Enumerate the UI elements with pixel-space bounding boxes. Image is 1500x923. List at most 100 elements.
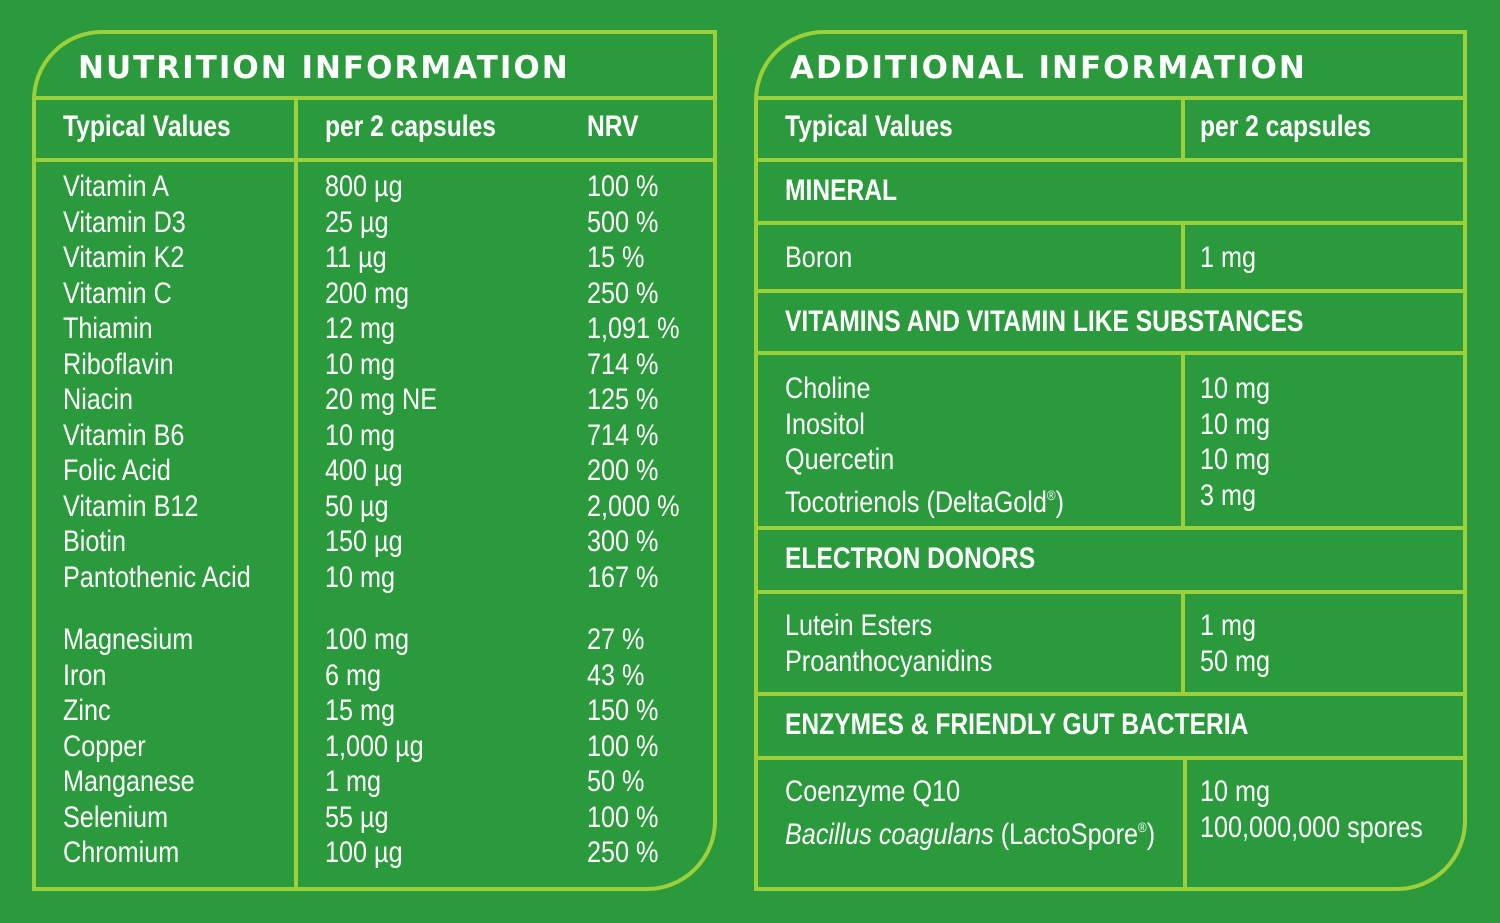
item-name: Lutein Esters	[785, 609, 933, 642]
divider	[1181, 98, 1185, 160]
nutrient-nrv-value: 125 %	[587, 383, 659, 416]
item-amount: 1 mg	[1200, 609, 1257, 642]
divider	[756, 96, 1465, 100]
divider	[1181, 223, 1185, 291]
item-name: Boron	[785, 241, 853, 274]
item-name-text: (LactoSpore	[993, 817, 1139, 851]
registered-mark: ®	[1138, 818, 1147, 835]
nutrient-amount: 11 µg	[325, 241, 387, 274]
item-amount: 10 mg	[1200, 443, 1271, 476]
item-amount: 10 mg	[1200, 775, 1271, 808]
nutrient-name: Folic Acid	[63, 454, 171, 487]
nutrient-name: Magnesium	[63, 623, 194, 656]
nutrient-amount: 1,000 µg	[325, 729, 424, 763]
divider	[756, 692, 1465, 696]
section-title-enzymes: ENZYMES & FRIENDLY GUT BACTERIA	[785, 708, 1249, 741]
nutrient-name: Copper	[63, 729, 146, 763]
nutrient-amount: 100 mg	[325, 623, 410, 656]
nutrient-amount: 10 mg	[325, 560, 396, 594]
item-name-suffix: )	[1146, 817, 1156, 851]
item-name: Tocotrienols (DeltaGold®)	[785, 478, 1064, 519]
nutrient-amount: 200 mg	[325, 276, 410, 310]
nutrient-name: Zinc	[63, 694, 111, 727]
nutrient-nrv-value: 714 %	[587, 418, 659, 452]
enzyme-amounts: 10 mg 100,000,000 spores	[1200, 774, 1465, 845]
divider	[756, 590, 1465, 594]
nutrient-nrv-value: 500 %	[587, 205, 659, 239]
additional-panel	[754, 30, 1467, 891]
item-name: Proanthocyanidins	[785, 644, 993, 678]
nutrient-nrv-value: 1,091 %	[587, 312, 680, 345]
mineral-amounts: 1 mg	[1200, 240, 1267, 276]
item-amount: 10 mg	[1200, 372, 1271, 405]
nutrient-nrv-value: 15 %	[587, 241, 645, 274]
item-amount: 50 mg	[1200, 644, 1271, 678]
nutrient-amount: 800 µg	[325, 170, 403, 203]
nutrient-nrv-value: 167 %	[587, 560, 659, 594]
nutrient-amount: 50 µg	[325, 489, 389, 523]
header-typical-values: Typical Values	[63, 110, 231, 143]
divider	[756, 351, 1465, 355]
electron-donor-amounts: 1 mg 50 mg	[1200, 608, 1283, 679]
divider	[756, 158, 1465, 162]
nutrient-nrv: 100 % 500 % 15 % 250 % 1,091 % 714 % 125…	[587, 169, 697, 871]
vitamin-like-names: Choline Inositol Quercetin Tocotrienols …	[785, 371, 1117, 519]
nutrient-nrv-value: 2,000 %	[587, 489, 680, 523]
item-amount: 1 mg	[1200, 241, 1257, 274]
header-typical-values: Typical Values	[785, 110, 953, 143]
nutrient-nrv-value: 50 %	[587, 765, 645, 798]
nutrient-name: Selenium	[63, 800, 169, 834]
nutrient-name: Vitamin A	[63, 170, 169, 203]
nutrient-nrv-value: 150 %	[587, 694, 659, 727]
nutrient-nrv-value: 27 %	[587, 623, 645, 656]
nutrient-amount: 150 µg	[325, 525, 403, 558]
nutrient-name: Thiamin	[63, 312, 153, 345]
nutrient-amount: 1 mg	[325, 765, 382, 798]
nutrient-name: Manganese	[63, 765, 195, 798]
divider	[756, 526, 1465, 530]
nutrition-title: NUTRITION INFORMATION	[78, 50, 570, 86]
nutrient-name: Vitamin D3	[63, 205, 186, 239]
item-amount: 3 mg	[1200, 478, 1257, 512]
nutrient-amount: 12 mg	[325, 312, 396, 345]
header-per-2-capsules: per 2 capsules	[325, 110, 496, 143]
item-name-text: Tocotrienols (DeltaGold	[785, 485, 1047, 519]
nutrient-nrv-value: 43 %	[587, 658, 645, 692]
nutrient-amount: 10 mg	[325, 347, 396, 381]
registered-mark: ®	[1046, 486, 1056, 503]
item-name: Choline	[785, 372, 871, 405]
nutrient-nrv-value: 300 %	[587, 525, 659, 558]
nutrient-name: Chromium	[63, 836, 180, 869]
nutrient-name: Niacin	[63, 383, 134, 416]
enzyme-names: Coenzyme Q10 Bacillus coagulans (LactoSp…	[785, 774, 1226, 851]
nutrient-nrv-value: 200 %	[587, 454, 659, 487]
header-per-2-capsules: per 2 capsules	[1200, 110, 1371, 143]
section-title-mineral: MINERAL	[785, 174, 898, 207]
nutrient-names: Vitamin A Vitamin D3 Vitamin K2 Vitamin …	[63, 169, 287, 871]
divider	[756, 756, 1465, 760]
item-name-italic: Bacillus coagulans	[785, 817, 994, 851]
nutrient-amount: 400 µg	[325, 454, 403, 487]
item-name: Coenzyme Q10	[785, 775, 961, 808]
nutrient-name: Riboflavin	[63, 347, 174, 381]
nutrient-amount: 15 mg	[325, 694, 396, 727]
nutrient-name: Pantothenic Acid	[63, 560, 251, 594]
nutrient-amount: 55 µg	[325, 800, 389, 834]
nutrient-amount: 10 mg	[325, 418, 396, 452]
nutrient-name: Vitamin C	[63, 276, 172, 310]
divider	[1181, 353, 1185, 528]
divider	[1183, 758, 1187, 889]
mineral-names: Boron	[785, 240, 865, 276]
divider	[756, 289, 1465, 293]
nutrient-name: Vitamin B12	[63, 489, 199, 523]
vitamin-like-amounts: 10 mg 10 mg 10 mg 3 mg	[1200, 371, 1283, 513]
section-title-electron-donors: ELECTRON DONORS	[785, 542, 1036, 575]
item-name: Quercetin	[785, 443, 895, 476]
nutrient-nrv-value: 250 %	[587, 836, 659, 869]
divider	[34, 96, 715, 100]
divider	[34, 158, 715, 162]
nutrient-amounts: 800 µg 25 µg 11 µg 200 mg 12 mg 10 mg 20…	[325, 169, 458, 871]
nutrient-nrv-value: 714 %	[587, 347, 659, 381]
nutrient-amount: 25 µg	[325, 205, 389, 239]
divider	[756, 221, 1465, 225]
